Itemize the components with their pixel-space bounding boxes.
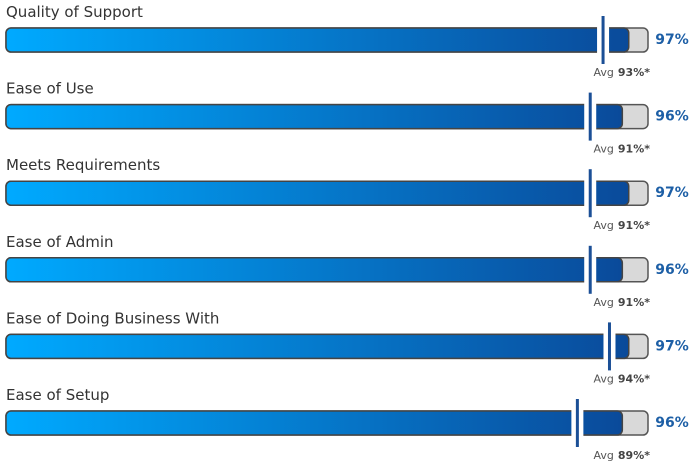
bar	[5, 410, 624, 436]
category-label: Ease of Use	[6, 80, 94, 98]
bar	[5, 180, 630, 206]
value-label: 96%	[655, 109, 689, 125]
bar	[5, 257, 624, 283]
average-prefix: Avg	[594, 66, 614, 79]
category-label: Ease of Setup	[6, 386, 109, 404]
average-prefix: Avg	[594, 372, 614, 385]
bar	[5, 27, 630, 53]
bar	[5, 103, 624, 130]
category-label: Meets Requirements	[6, 156, 160, 174]
average-label: Avg 89%*	[594, 449, 651, 462]
category-label: Ease of Doing Business With	[6, 309, 219, 327]
average-value: 93%*	[618, 66, 650, 79]
average-label: Avg 94%*	[594, 372, 651, 385]
average-label: Avg 93%*	[594, 66, 651, 79]
average-value: 94%*	[618, 372, 650, 385]
bar	[5, 333, 630, 360]
average-value: 89%*	[618, 449, 650, 462]
average-prefix: Avg	[594, 296, 614, 309]
value-label: 96%	[655, 262, 689, 278]
average-label: Avg 91%*	[594, 296, 651, 309]
value-label: 97%	[655, 338, 689, 354]
average-prefix: Avg	[594, 449, 614, 462]
average-label: Avg 91%*	[594, 219, 651, 232]
average-prefix: Avg	[594, 143, 614, 156]
average-value: 91%*	[618, 296, 650, 309]
average-value: 91%*	[618, 143, 650, 156]
category-label: Ease of Admin	[6, 233, 114, 251]
value-label: 97%	[655, 185, 689, 201]
value-label: 97%	[655, 32, 689, 48]
category-label: Quality of Support	[6, 3, 143, 21]
average-label: Avg 91%*	[594, 143, 651, 156]
value-label: 96%	[655, 415, 689, 431]
average-value: 91%*	[618, 219, 650, 232]
average-prefix: Avg	[594, 219, 614, 232]
